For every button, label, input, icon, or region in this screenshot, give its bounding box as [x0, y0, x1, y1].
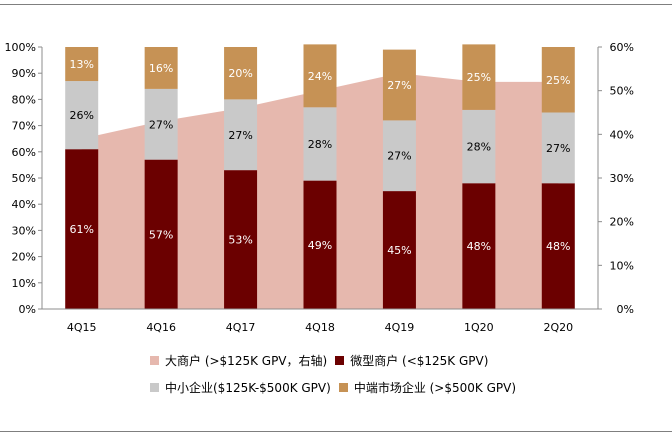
bar-label-4Q17-1: 27%: [228, 129, 252, 142]
bottom-rule: [0, 431, 672, 432]
legend-item-midmarket: 中端市场企业 (>$500K GPV): [338, 379, 517, 396]
bar-label-4Q18-1: 28%: [308, 138, 332, 151]
y-left-tick-0: 0%: [19, 303, 36, 316]
bar-label-2Q20-2: 25%: [546, 74, 570, 87]
bar-segment-4Q19-0: [382, 191, 416, 309]
y-right-tick-0: 0%: [617, 303, 634, 316]
bar-segment-4Q18-1: [303, 107, 337, 181]
bar-label-4Q16-0: 57%: [149, 228, 173, 241]
y-left-tick-8: 80%: [12, 93, 36, 106]
x-tick-1Q20: 1Q20: [464, 321, 494, 334]
bar-segment-1Q20-0: [462, 183, 496, 309]
bar-segment-4Q15-2: [65, 47, 99, 82]
legend-item-large-merchant: 大商户 (>$125K GPV，右轴): [150, 352, 327, 369]
bar-label-4Q16-2: 16%: [149, 62, 173, 75]
bar-segment-2Q20-2: [541, 47, 575, 113]
y-right-tick-5: 50%: [610, 85, 634, 98]
x-tick-4Q15: 4Q15: [67, 321, 97, 334]
legend-row-2: 中小企业($125K-$500K GPV) 中端市场企业 (>$500K GPV…: [150, 379, 524, 396]
y-left-tick-7: 70%: [12, 120, 36, 133]
x-tick-4Q16: 4Q16: [146, 321, 176, 334]
bar-segment-4Q16-0: [144, 159, 178, 309]
bar-segment-4Q18-2: [303, 44, 337, 108]
bar-label-4Q15-0: 61%: [69, 223, 93, 236]
legend-label-micro-merchant: 微型商户 (<$125K GPV): [350, 354, 489, 368]
bar-segment-4Q17-1: [224, 99, 258, 171]
y-left-tick-2: 20%: [12, 251, 36, 264]
legend-label-midmarket: 中端市场企业 (>$500K GPV): [353, 381, 517, 395]
y-right-tick-1: 10%: [610, 259, 634, 272]
bar-segment-4Q18-0: [303, 180, 337, 309]
bar-label-4Q16-1: 27%: [149, 118, 173, 131]
y-right-tick-2: 20%: [610, 216, 634, 229]
bar-segment-4Q17-0: [224, 170, 258, 309]
bar-label-4Q15-2: 13%: [69, 58, 93, 71]
x-tick-4Q17: 4Q17: [226, 321, 256, 334]
chart-canvas: 61% 26% 13% 57% 27% 16% 53% 27% 20% 49% 28% 24% 45% 2…: [5, 41, 634, 334]
legend-swatch-large-merchant: [150, 356, 159, 365]
axis-layer: 0% 10% 20% 30% 40% 50% 60% 70% 80% 90% 100% 0% 10% 20…: [5, 41, 634, 334]
y-left-tick-10: 100%: [5, 41, 36, 54]
y-left-tick-9: 90%: [12, 67, 36, 80]
bar-segment-4Q16-1: [144, 88, 178, 160]
bar-label-4Q19-2: 27%: [387, 79, 411, 92]
y-left-tick-6: 60%: [12, 146, 36, 159]
bar-segment-2Q20-0: [541, 183, 575, 309]
bar-label-4Q17-0: 53%: [228, 234, 252, 247]
legend-item-smb: 中小企业($125K-$500K GPV): [150, 379, 331, 396]
legend-label-large-merchant: 大商户 (>$125K GPV，右轴): [165, 354, 328, 368]
bar-segment-4Q15-1: [65, 81, 99, 150]
bar-segment-4Q15-0: [65, 149, 99, 309]
legend-swatch-micro-merchant: [335, 356, 345, 365]
y-left-tick-1: 10%: [12, 277, 36, 290]
legend-row-1: 大商户 (>$125K GPV，右轴) 微型商户 (<$125K GPV): [150, 352, 496, 369]
bar-label-4Q19-0: 45%: [387, 244, 411, 257]
y-left-tick-3: 30%: [12, 224, 36, 237]
bar-label-1Q20-2: 25%: [467, 71, 491, 84]
bar-segment-4Q16-2: [144, 47, 178, 89]
y-right-tick-4: 40%: [610, 128, 634, 141]
y-left-tick-5: 50%: [12, 172, 36, 185]
bar-label-4Q19-1: 27%: [387, 150, 411, 163]
bar-label-1Q20-1: 28%: [467, 141, 491, 154]
bar-label-4Q18-2: 24%: [308, 70, 332, 83]
bar-segment-1Q20-2: [462, 44, 496, 110]
x-tick-2Q20: 2Q20: [543, 321, 573, 334]
bar-label-2Q20-0: 48%: [546, 240, 570, 253]
legend-swatch-midmarket: [338, 383, 348, 392]
bar-layer: 61% 26% 13% 57% 27% 16% 53% 27% 20% 49% 28% 24% 45% 2…: [65, 44, 575, 309]
x-tick-4Q18: 4Q18: [305, 321, 335, 334]
bar-segment-4Q17-2: [224, 47, 258, 100]
bar-label-4Q15-1: 26%: [69, 109, 93, 122]
bar-label-4Q18-0: 49%: [308, 239, 332, 252]
bar-label-2Q20-1: 27%: [546, 142, 570, 155]
legend-label-smb: 中小企业($125K-$500K GPV): [165, 381, 331, 395]
top-rule: [0, 4, 672, 5]
bar-segment-1Q20-1: [462, 109, 496, 184]
x-tick-4Q19: 4Q19: [385, 321, 415, 334]
y-right-tick-3: 30%: [610, 172, 634, 185]
bar-label-1Q20-0: 48%: [467, 240, 491, 253]
y-left-tick-4: 40%: [12, 198, 36, 211]
bar-segment-2Q20-1: [541, 112, 575, 184]
bar-segment-4Q19-2: [382, 49, 416, 121]
bar-segment-4Q19-1: [382, 120, 416, 192]
bar-label-4Q17-2: 20%: [228, 67, 252, 80]
legend-swatch-smb: [150, 383, 159, 392]
y-right-tick-6: 60%: [610, 41, 634, 54]
legend-item-micro-merchant: 微型商户 (<$125K GPV): [335, 352, 488, 369]
